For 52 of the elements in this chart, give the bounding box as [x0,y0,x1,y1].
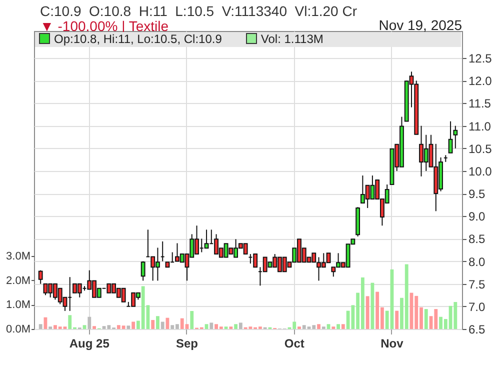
y2-tick-label: 6.5 [468,322,486,336]
y2-tick-label: 7.0 [468,300,486,314]
bar [370,282,374,329]
candlestick [140,260,146,282]
bar [336,324,340,329]
bar [366,296,370,329]
candlestick [453,125,458,149]
bar [210,322,214,329]
bar [82,325,86,329]
y-tick-label: 3.0M [6,250,30,263]
legend-label: Op:10.8, Hi:11, Lo:10.5, Cl:10.9 [53,32,223,46]
y2-tick-label: 9.0 [468,210,486,224]
y-tick-label: 2.0M [6,274,30,287]
candlestick [204,229,209,249]
bar [132,322,136,329]
x-tick-label: Nov [380,336,404,350]
bar [156,316,160,329]
candlestick [38,270,43,284]
bar [326,324,330,329]
x-tick-label: Oct [284,336,304,350]
bar [317,324,320,329]
y2-tick-label: 8.0 [468,254,486,269]
bar [341,324,345,329]
bar [395,310,399,329]
annotation: Nov 19, 2025 [378,17,462,33]
bar [190,311,194,329]
bar [234,324,238,329]
x-tick-label: Aug 25 [69,336,110,350]
bar [126,326,130,329]
bar [151,320,155,329]
y2-tick-label: 12.5 [468,52,492,66]
y2-tick-label: 10.0 [468,164,492,178]
y2-tick-label: 10.5 [468,142,492,156]
y2-tick-label: 11.0 [468,119,492,134]
bar [88,316,92,329]
x-tick-label: Sep [176,336,198,350]
y-tick-label: 0.0M [6,324,30,336]
y2-tick-label: 8.5 [468,232,486,246]
chart-title: C:10.9 O:10.8 H:11 L:10.5 V:1113340 Vl:1.20 Cr [40,3,358,19]
y2-tick-label: 11.5 [468,96,492,111]
y2-tick-label: 9.5 [468,187,486,202]
y2-tick-label: 12.0 [468,74,492,88]
legend-label: Vol: 1.113M [260,32,324,46]
y2-tick-label: 7.5 [468,277,486,292]
bar [204,324,208,329]
bar [92,326,96,329]
bar [38,324,42,329]
bar [160,322,164,329]
y-tick-label: 1.0M [6,299,30,312]
bar [238,322,242,329]
bar [424,309,428,329]
candlestick [448,120,453,154]
